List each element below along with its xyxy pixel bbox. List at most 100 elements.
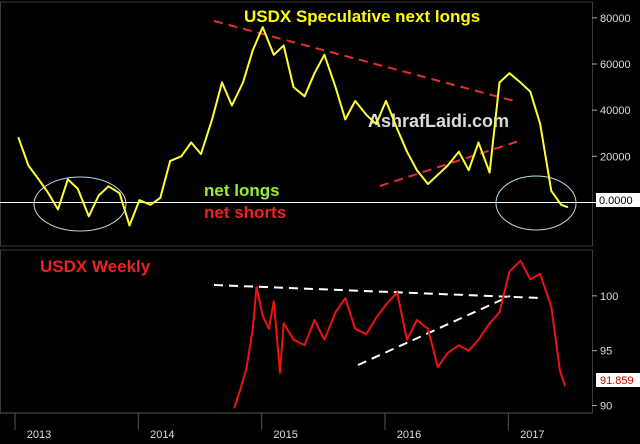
price-point bbox=[539, 273, 542, 275]
positioning-point bbox=[323, 53, 326, 56]
positioning-point bbox=[261, 26, 264, 28]
net-shorts-label: net shorts bbox=[204, 203, 286, 222]
y-tick-label: 100 bbox=[600, 291, 618, 303]
x-axis: 2013 2014 2015 2016 2017 bbox=[0, 412, 592, 441]
positioning-point bbox=[508, 72, 511, 75]
price-point bbox=[436, 366, 439, 368]
positioning-point bbox=[365, 113, 368, 116]
price-point bbox=[323, 338, 326, 341]
positioning-point bbox=[488, 171, 491, 174]
positioning-point bbox=[107, 185, 110, 188]
watermark: AshrafLaidi.com bbox=[368, 111, 509, 131]
positioning-point bbox=[446, 164, 449, 167]
positioning-point bbox=[457, 150, 460, 153]
price-point bbox=[559, 369, 561, 372]
y-tick-label: 80000 bbox=[600, 13, 631, 25]
positioning-point bbox=[211, 118, 214, 121]
bottom-y-axis: 90 95 100 bbox=[592, 291, 618, 413]
y-tick-label: 95 bbox=[600, 346, 612, 358]
positioning-point bbox=[169, 160, 172, 162]
positioning-point bbox=[46, 190, 48, 192]
highlight-ellipse-left bbox=[33, 176, 127, 232]
positioning-point bbox=[27, 164, 30, 167]
price-point bbox=[508, 270, 511, 273]
price-point bbox=[554, 333, 556, 336]
positioning-point bbox=[292, 86, 295, 88]
price-point bbox=[251, 327, 254, 330]
price-point bbox=[550, 305, 553, 308]
y-tick-label: 60000 bbox=[600, 59, 631, 71]
price-point bbox=[457, 344, 460, 347]
bottom-last-value-badge: 91.859 bbox=[596, 373, 640, 387]
top-chart-title: USDX Speculative next longs bbox=[244, 7, 480, 26]
positioning-point bbox=[566, 206, 569, 209]
positioning-point bbox=[406, 150, 408, 153]
positioning-point bbox=[282, 44, 285, 47]
price-point bbox=[313, 319, 316, 321]
price-point bbox=[529, 278, 532, 281]
price-point bbox=[255, 286, 258, 288]
positioning-point bbox=[477, 141, 480, 144]
positioning-point bbox=[76, 187, 79, 190]
price-point bbox=[477, 338, 480, 341]
positioning-point bbox=[138, 199, 141, 202]
y-tick-label: 20000 bbox=[600, 151, 631, 163]
price-point bbox=[467, 349, 470, 352]
x-tick-label: 2013 bbox=[27, 429, 51, 441]
y-tick-label: 40000 bbox=[600, 105, 631, 117]
positioning-point bbox=[97, 194, 100, 197]
positioning-point bbox=[344, 118, 347, 121]
positioning-point bbox=[560, 203, 563, 206]
positioning-point bbox=[118, 192, 121, 195]
price-point bbox=[385, 303, 387, 306]
price-point bbox=[406, 338, 408, 341]
price-point bbox=[292, 338, 295, 341]
trend-line-lower bbox=[379, 139, 523, 187]
positioning-point bbox=[467, 169, 470, 172]
price-point bbox=[245, 366, 248, 368]
price-point bbox=[488, 322, 491, 325]
price-point bbox=[268, 327, 270, 330]
x-tick-label: 2015 bbox=[273, 429, 297, 441]
positioning-point bbox=[334, 86, 337, 88]
top-panel-frame bbox=[0, 1, 593, 247]
positioning-point bbox=[159, 196, 162, 199]
price-point bbox=[396, 291, 398, 294]
price-point bbox=[303, 344, 306, 347]
x-tick-label: 2017 bbox=[520, 429, 544, 441]
bottom-last-value-box bbox=[596, 373, 640, 387]
y-tick-label: 90 bbox=[600, 401, 612, 413]
price-point bbox=[427, 327, 429, 330]
positioning-point bbox=[385, 100, 387, 102]
x-tick-label: 2014 bbox=[150, 429, 174, 441]
positioning-point bbox=[416, 169, 418, 172]
bottom-chart-title: USDX Weekly bbox=[40, 257, 151, 276]
positioning-point bbox=[550, 190, 553, 192]
positioning-point bbox=[149, 203, 152, 206]
top-last-value-box bbox=[596, 193, 640, 207]
positioning-series bbox=[17, 26, 569, 227]
positioning-point bbox=[190, 141, 193, 144]
positioning-point bbox=[529, 90, 532, 93]
positioning-point bbox=[539, 123, 542, 125]
positioning-point bbox=[242, 81, 244, 84]
price-point bbox=[233, 406, 236, 409]
positioning-point bbox=[128, 224, 131, 227]
top-y-axis: 20000 40000 60000 80000 bbox=[592, 13, 631, 163]
positioning-point bbox=[66, 178, 69, 181]
positioning-point bbox=[57, 208, 59, 211]
price-point bbox=[365, 333, 368, 336]
positioning-point bbox=[396, 127, 398, 130]
positioning-point bbox=[272, 53, 275, 56]
price-point bbox=[261, 314, 264, 317]
price-point bbox=[344, 297, 347, 299]
bottom-last-value-text: 91.859 bbox=[600, 375, 634, 387]
price-point bbox=[272, 300, 275, 303]
price-point bbox=[519, 259, 522, 262]
highlight-ellipse-right bbox=[495, 175, 577, 231]
net-longs-label: net longs bbox=[204, 181, 280, 200]
positioning-point bbox=[87, 215, 90, 218]
bottom-trend-lines bbox=[213, 284, 541, 366]
